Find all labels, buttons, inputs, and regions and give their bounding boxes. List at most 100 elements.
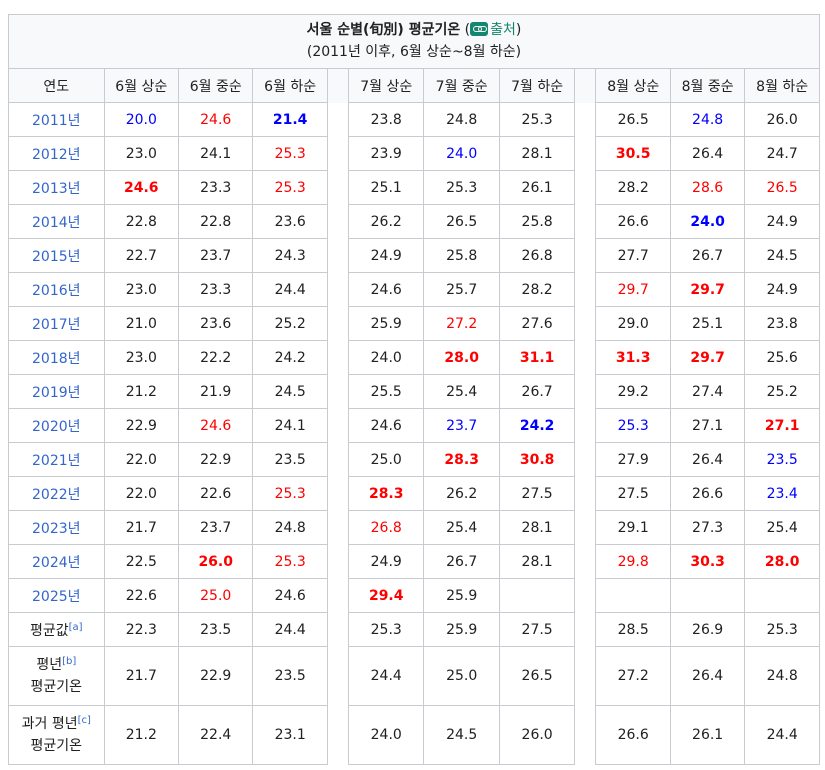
- year-link[interactable]: 2015년: [32, 248, 81, 265]
- temperature-cell: 24.2: [498, 408, 576, 443]
- summary-value-cell: 28.5: [595, 612, 671, 647]
- temperature-cell: 25.8: [423, 238, 500, 273]
- source-link[interactable]: 출처: [490, 22, 516, 38]
- table-row: 2020년 22.9 24.6 24.1 24.6 23.7 24.2 25.3 27.1 27.…: [8, 408, 820, 443]
- temperature-cell: 27.7: [595, 238, 671, 273]
- temperature-cell: 24.2: [252, 340, 328, 375]
- temperature-cell: 27.5: [595, 476, 671, 511]
- temperature-cell: 31.3: [595, 340, 671, 375]
- footnote-link[interactable]: [b]: [62, 656, 77, 667]
- spacer-column: [574, 102, 597, 137]
- summary-row: 평년[b] 평균기온 21.7 22.9 23.5 24.4 25.0 26.5 27.2 26.…: [8, 646, 820, 706]
- temperature-cell: 25.5: [347, 374, 425, 409]
- temperature-cell: 25.4: [423, 374, 500, 409]
- caption-title: 서울 순별(旬別) 평균기온: [306, 22, 461, 38]
- temperature-cell: 23.3: [177, 272, 254, 307]
- year-link[interactable]: 2019년: [32, 384, 81, 401]
- year-link[interactable]: 2011년: [32, 112, 81, 129]
- summary-label-cell: 평균값[a]: [8, 612, 105, 647]
- year-link[interactable]: 2012년: [32, 146, 81, 163]
- spacer-column: [574, 306, 597, 341]
- temperature-cell: 25.4: [744, 510, 820, 545]
- temperature-cell: 22.0: [103, 442, 180, 477]
- temperature-cell: 26.4: [669, 136, 746, 171]
- spacer-column: [574, 374, 597, 409]
- year-link[interactable]: 2024년: [32, 554, 81, 571]
- spacer-column: [574, 578, 597, 613]
- temperature-cell: 26.0: [744, 102, 820, 137]
- temperature-cell: 21.4: [252, 102, 328, 137]
- temperature-cell: 23.0: [103, 136, 180, 171]
- year-link[interactable]: 2023년: [32, 520, 81, 537]
- temperature-cell: 25.0: [177, 578, 254, 613]
- summary-value-cell: 21.7: [103, 646, 180, 706]
- temperature-cell: 21.2: [103, 374, 180, 409]
- temperature-cell: 22.2: [177, 340, 254, 375]
- table-row: 2025년 22.6 25.0 24.6 29.4 25.9: [8, 578, 820, 613]
- temperature-cell: 24.7: [744, 136, 820, 171]
- temperature-cell: 24.5: [744, 238, 820, 273]
- temperature-cell: 29.2: [595, 374, 671, 409]
- spacer-column: [574, 68, 597, 103]
- year-cell: 2015년: [8, 238, 105, 273]
- header-august-early: 8월 상순: [595, 68, 671, 103]
- summary-row: 평균값[a] 22.3 23.5 24.4 25.3 25.9 27.5 28.5 26.9 25…: [8, 612, 820, 647]
- table-row: 2022년 22.0 22.6 25.3 28.3 26.2 27.5 27.5 26.6 23.…: [8, 476, 820, 511]
- table-row: 2023년 21.7 23.7 24.8 26.8 25.4 28.1 29.1 27.3 25.…: [8, 510, 820, 545]
- temperature-cell: 23.0: [103, 272, 180, 307]
- summary-value-cell: 25.3: [347, 612, 425, 647]
- summary-value-cell: 25.3: [744, 612, 820, 647]
- year-cell: 2019년: [8, 374, 105, 409]
- summary-value-cell: 26.9: [669, 612, 746, 647]
- summary-label-line2: 평균기온: [30, 679, 83, 695]
- temperature-cell: 24.0: [347, 340, 425, 375]
- spacer-column: [574, 272, 597, 307]
- table-row: 2015년 22.7 23.7 24.3 24.9 25.8 26.8 27.7 26.7 24.…: [8, 238, 820, 273]
- temperature-cell: 23.6: [252, 204, 328, 239]
- footnote-link[interactable]: [a]: [68, 621, 83, 633]
- temperature-cell: 22.8: [103, 204, 180, 239]
- temperature-cell: 24.9: [744, 272, 820, 307]
- summary-value-cell: 26.5: [498, 646, 576, 706]
- temperature-cell: 25.2: [744, 374, 820, 409]
- summary-value-cell: 26.6: [595, 705, 671, 765]
- year-link[interactable]: 2014년: [32, 214, 81, 231]
- temperature-cell: [669, 578, 746, 613]
- temperature-cell: 26.8: [498, 238, 576, 273]
- temperature-cell: 25.1: [669, 306, 746, 341]
- year-link[interactable]: 2018년: [32, 350, 81, 367]
- summary-value-cell: 22.4: [177, 705, 254, 765]
- footnote-link[interactable]: [c]: [77, 715, 91, 726]
- summary-value-cell: 24.5: [423, 705, 500, 765]
- summary-value-cell: 23.5: [252, 646, 328, 706]
- year-cell: 2014년: [8, 204, 105, 239]
- year-cell: 2018년: [8, 340, 105, 375]
- year-link[interactable]: 2021년: [32, 452, 81, 469]
- temperature-cell: 27.1: [669, 408, 746, 443]
- summary-label-line2: 평균기온: [30, 738, 83, 754]
- year-link[interactable]: 2020년: [32, 418, 81, 435]
- header-august-late: 8월 하순: [744, 68, 820, 103]
- temperature-cell: 25.3: [498, 102, 576, 137]
- year-cell: 2016년: [8, 272, 105, 307]
- year-link[interactable]: 2016년: [32, 282, 81, 299]
- table-row: 2013년 24.6 23.3 25.3 25.1 25.3 26.1 28.2 28.6 26.…: [8, 170, 820, 205]
- temperature-cell: [595, 578, 671, 613]
- temperature-cell: 22.9: [103, 408, 180, 443]
- temperature-cell: 24.8: [252, 510, 328, 545]
- temperature-cell: 25.1: [347, 170, 425, 205]
- year-link[interactable]: 2013년: [32, 180, 81, 197]
- year-link[interactable]: 2022년: [32, 486, 81, 503]
- temperature-cell: 24.4: [252, 272, 328, 307]
- summary-value-cell: 23.5: [177, 612, 254, 647]
- link-icon[interactable]: [470, 22, 489, 36]
- spacer-column: [574, 340, 597, 375]
- summary-value-cell: 25.9: [423, 612, 500, 647]
- summary-value-cell: 24.0: [347, 705, 425, 765]
- year-link[interactable]: 2017년: [32, 316, 81, 333]
- summary-label: 평균값: [29, 622, 69, 639]
- temperature-cell: 27.4: [669, 374, 746, 409]
- temperature-cell: 27.1: [744, 408, 820, 443]
- temperature-cell: 25.3: [252, 476, 328, 511]
- year-link[interactable]: 2025년: [32, 588, 81, 605]
